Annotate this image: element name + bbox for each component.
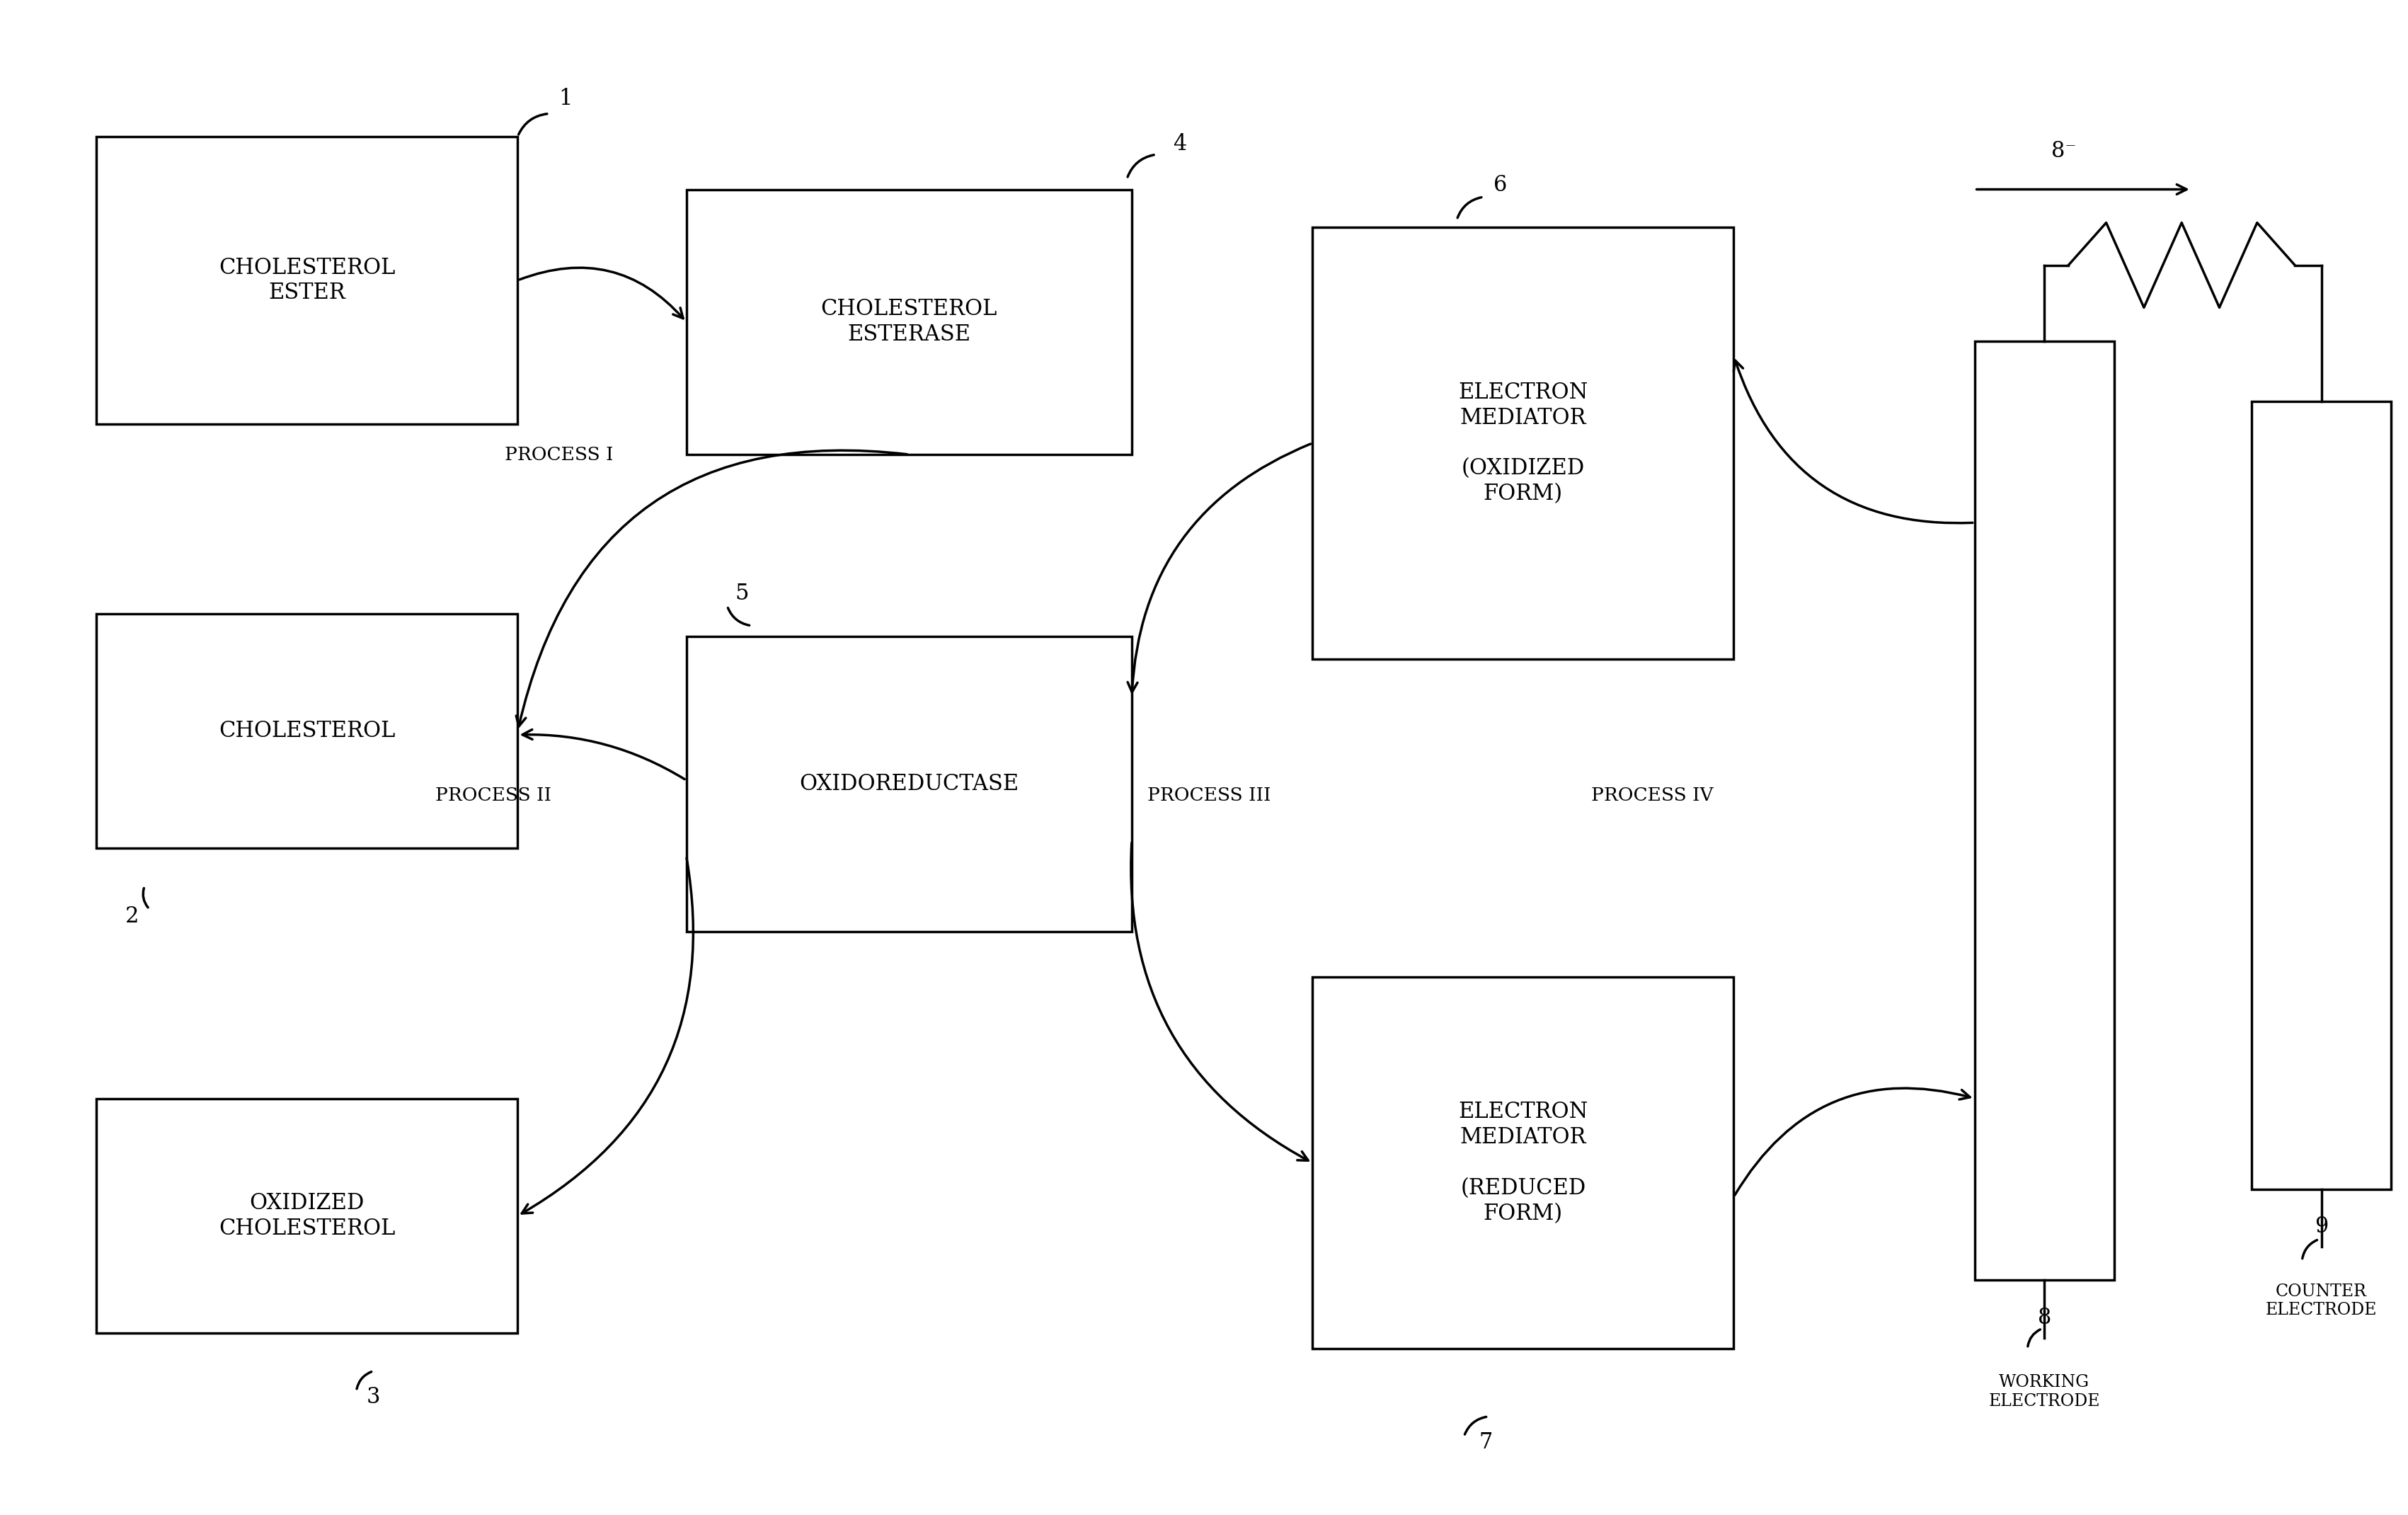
Text: PROCESS I: PROCESS I <box>503 445 614 464</box>
FancyBboxPatch shape <box>686 636 1132 932</box>
Text: PROCESS II: PROCESS II <box>436 786 551 804</box>
FancyBboxPatch shape <box>96 136 518 424</box>
Text: 5: 5 <box>734 583 749 604</box>
Text: 4: 4 <box>1173 133 1187 155</box>
FancyBboxPatch shape <box>96 614 518 848</box>
Text: CHOLESTEROL
ESTERASE: CHOLESTEROL ESTERASE <box>821 298 997 345</box>
Text: COUNTER
ELECTRODE: COUNTER ELECTRODE <box>2266 1283 2377 1318</box>
Text: WORKING
ELECTRODE: WORKING ELECTRODE <box>1989 1374 2100 1409</box>
Text: 8⁻: 8⁻ <box>2052 141 2076 162</box>
FancyBboxPatch shape <box>1975 341 2114 1280</box>
Text: 7: 7 <box>1479 1432 1493 1453</box>
Text: 3: 3 <box>366 1386 380 1407</box>
Text: ELECTRON
MEDIATOR

(REDUCED
FORM): ELECTRON MEDIATOR (REDUCED FORM) <box>1459 1101 1587 1224</box>
FancyBboxPatch shape <box>1312 227 1734 659</box>
Text: PROCESS IV: PROCESS IV <box>1592 786 1712 804</box>
Text: 1: 1 <box>559 88 573 109</box>
Text: CHOLESTEROL: CHOLESTEROL <box>219 720 395 742</box>
Text: 9: 9 <box>2314 1217 2329 1238</box>
Text: OXIDOREDUCTASE: OXIDOREDUCTASE <box>799 773 1019 795</box>
Text: OXIDIZED
CHOLESTEROL: OXIDIZED CHOLESTEROL <box>219 1192 395 1239</box>
Text: 6: 6 <box>1493 174 1507 195</box>
Text: CHOLESTEROL
ESTER: CHOLESTEROL ESTER <box>219 256 395 305</box>
FancyBboxPatch shape <box>96 1098 518 1333</box>
Text: ELECTRON
MEDIATOR

(OXIDIZED
FORM): ELECTRON MEDIATOR (OXIDIZED FORM) <box>1459 382 1587 504</box>
Text: PROCESS III: PROCESS III <box>1146 786 1271 804</box>
Text: 8: 8 <box>2037 1307 2052 1329</box>
FancyBboxPatch shape <box>686 189 1132 455</box>
FancyBboxPatch shape <box>1312 977 1734 1348</box>
Text: 2: 2 <box>125 906 140 927</box>
FancyBboxPatch shape <box>2251 401 2391 1189</box>
